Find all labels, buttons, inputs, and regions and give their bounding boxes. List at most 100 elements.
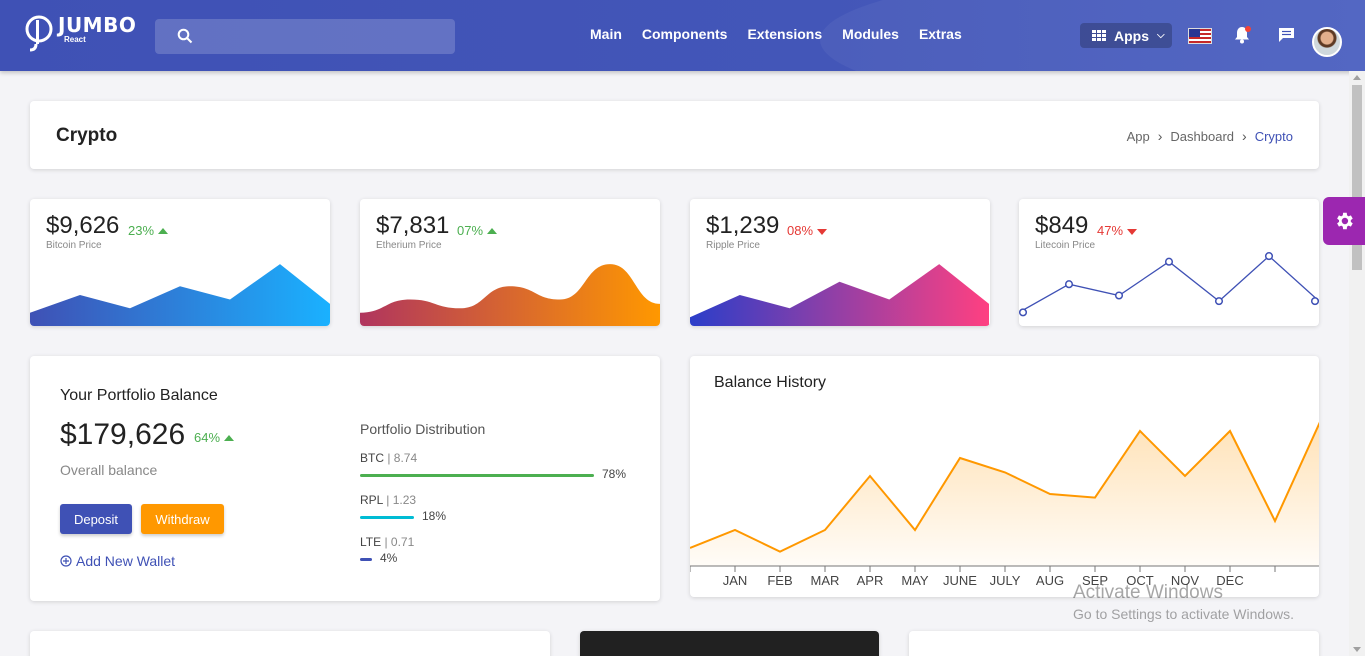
chevron-down-icon: ⌵ [1157, 30, 1165, 41]
distribution-row-lte: LTE | 0.71 4% [360, 535, 415, 565]
page-title-card: Crypto App › Dashboard › Crypto [30, 101, 1319, 169]
sparkline-point [1064, 280, 1074, 289]
distribution-percent: 4% [380, 551, 398, 565]
price-value: $7,831 [376, 212, 450, 239]
page-scrollbar[interactable] [1349, 71, 1365, 656]
watermark-line1: Activate Windows [1073, 582, 1223, 603]
deposit-button[interactable]: Deposit [60, 504, 132, 534]
gear-icon [1337, 212, 1353, 230]
add-wallet-link[interactable]: Add New Wallet [60, 553, 175, 569]
scroll-up-icon[interactable] [1353, 75, 1361, 80]
distribution-bar [360, 558, 372, 561]
nav-extensions[interactable]: Extensions [747, 26, 823, 42]
sparkline-point [1114, 291, 1124, 300]
flag-us-icon[interactable] [1188, 28, 1212, 44]
price-change: 08% [787, 223, 828, 238]
plus-circle-icon [60, 555, 72, 567]
settings-button[interactable] [1323, 197, 1365, 245]
x-tick-label: SEP [1081, 573, 1109, 588]
x-axis-labels: JAN FEB MAR APR MAY JUNE JULY AUG SEP OCT NOV DEC [690, 573, 1319, 589]
x-tick-label: MAY [901, 573, 929, 588]
history-line [690, 421, 1319, 553]
balance-history-card: Balance History JAN FEB MAR APR MAY JUNE JULY A… [690, 356, 1319, 597]
sparkline-point [1214, 297, 1224, 306]
logo-name: JUMBO [58, 13, 137, 37]
grid-icon [1092, 29, 1106, 42]
x-tick-label: JUNE [943, 573, 977, 588]
nav-components[interactable]: Components [641, 26, 728, 42]
scroll-down-icon[interactable] [1353, 647, 1361, 652]
price-change: 07% [457, 223, 498, 238]
scroll-thumb[interactable] [1352, 85, 1362, 270]
price-value: $1,239 [706, 212, 780, 239]
arrow-up-icon [487, 227, 498, 234]
main-nav: Main Components Extensions Modules Extra… [590, 26, 962, 42]
distribution-title: Portfolio Distribution [360, 421, 486, 437]
price-label: Etherium Price [376, 240, 442, 251]
sparkline-point [1019, 308, 1028, 317]
apps-label: Apps [1114, 27, 1149, 44]
windows-watermark: Activate Windows Go to Settings to activ… [1073, 582, 1294, 622]
notification-dot [1245, 26, 1251, 32]
logo-icon [24, 14, 54, 52]
x-tick-label: JULY [989, 573, 1021, 588]
bottom-card-1 [30, 631, 550, 656]
search-icon [177, 28, 193, 44]
x-tick-label: AUG [1035, 573, 1065, 588]
portfolio-title: Your Portfolio Balance [60, 387, 218, 404]
price-card-etherium: $7,831 07% Etherium Price [360, 199, 660, 326]
breadcrumb-dashboard[interactable]: Dashboard [1170, 128, 1235, 144]
app-header: JUMBO React Main Components Extensions M… [0, 0, 1365, 71]
arrow-down-icon [1127, 229, 1138, 235]
sparkline-litecoin [1019, 252, 1319, 317]
x-tick-label: APR [856, 573, 884, 588]
price-change: 23% [128, 223, 169, 238]
price-label: Bitcoin Price [46, 240, 102, 251]
x-tick-label: NOV [1170, 573, 1200, 588]
breadcrumb: App › Dashboard › Crypto [1127, 128, 1293, 144]
chevron-right-icon: › [1242, 128, 1247, 144]
price-card-ripple: $1,239 08% Ripple Price [690, 199, 990, 326]
nav-modules[interactable]: Modules [842, 26, 899, 42]
sparkline-point [1310, 297, 1319, 306]
sparkline-bitcoin [30, 264, 330, 326]
arrow-down-icon [817, 229, 828, 235]
sparkline-ripple [690, 264, 989, 326]
price-card-litecoin: $849 47% Litecoin Price [1019, 199, 1319, 326]
arrow-up-icon [224, 434, 235, 441]
bottom-card-2 [580, 631, 879, 656]
avatar[interactable] [1312, 27, 1342, 57]
price-change: 47% [1097, 223, 1138, 238]
distribution-row-rpl: RPL | 1.23 18% [360, 493, 447, 523]
nav-main[interactable]: Main [590, 26, 622, 42]
distribution-percent: 78% [602, 467, 627, 481]
portfolio-change: 64% [194, 430, 235, 445]
sparkline-area [30, 264, 330, 326]
price-value: $849 [1035, 212, 1089, 239]
portfolio-balance: $179,626 [60, 418, 186, 451]
apps-button[interactable]: Apps ⌵ [1080, 23, 1172, 48]
x-tick-label: JAN [722, 573, 748, 588]
breadcrumb-app[interactable]: App [1126, 128, 1150, 144]
balance-label: Overall balance [60, 462, 158, 478]
price-label: Ripple Price [706, 240, 760, 251]
logo[interactable]: JUMBO React [24, 14, 136, 52]
sparkline-etherium [360, 264, 660, 326]
nav-extras[interactable]: Extras [918, 26, 962, 42]
distribution-bar [360, 474, 594, 477]
price-card-bitcoin: $9,626 23% Bitcoin Price [30, 199, 330, 326]
withdraw-button[interactable]: Withdraw [141, 504, 224, 534]
price-label: Litecoin Price [1035, 240, 1096, 251]
sparkline-area [360, 264, 660, 326]
sparkline-area [690, 264, 989, 326]
chat-icon[interactable] [1278, 27, 1295, 43]
watermark-line2: Go to Settings to activate Windows. [1073, 606, 1294, 622]
sparkline-point [1264, 252, 1274, 261]
search-input[interactable] [155, 19, 455, 54]
chart-title: Balance History [714, 374, 827, 391]
chevron-right-icon: › [1157, 128, 1163, 144]
breadcrumb-crypto: Crypto [1254, 128, 1293, 144]
sparkline-point [1164, 257, 1174, 266]
x-tick-label: MAR [810, 573, 840, 588]
distribution-bar [360, 516, 414, 519]
